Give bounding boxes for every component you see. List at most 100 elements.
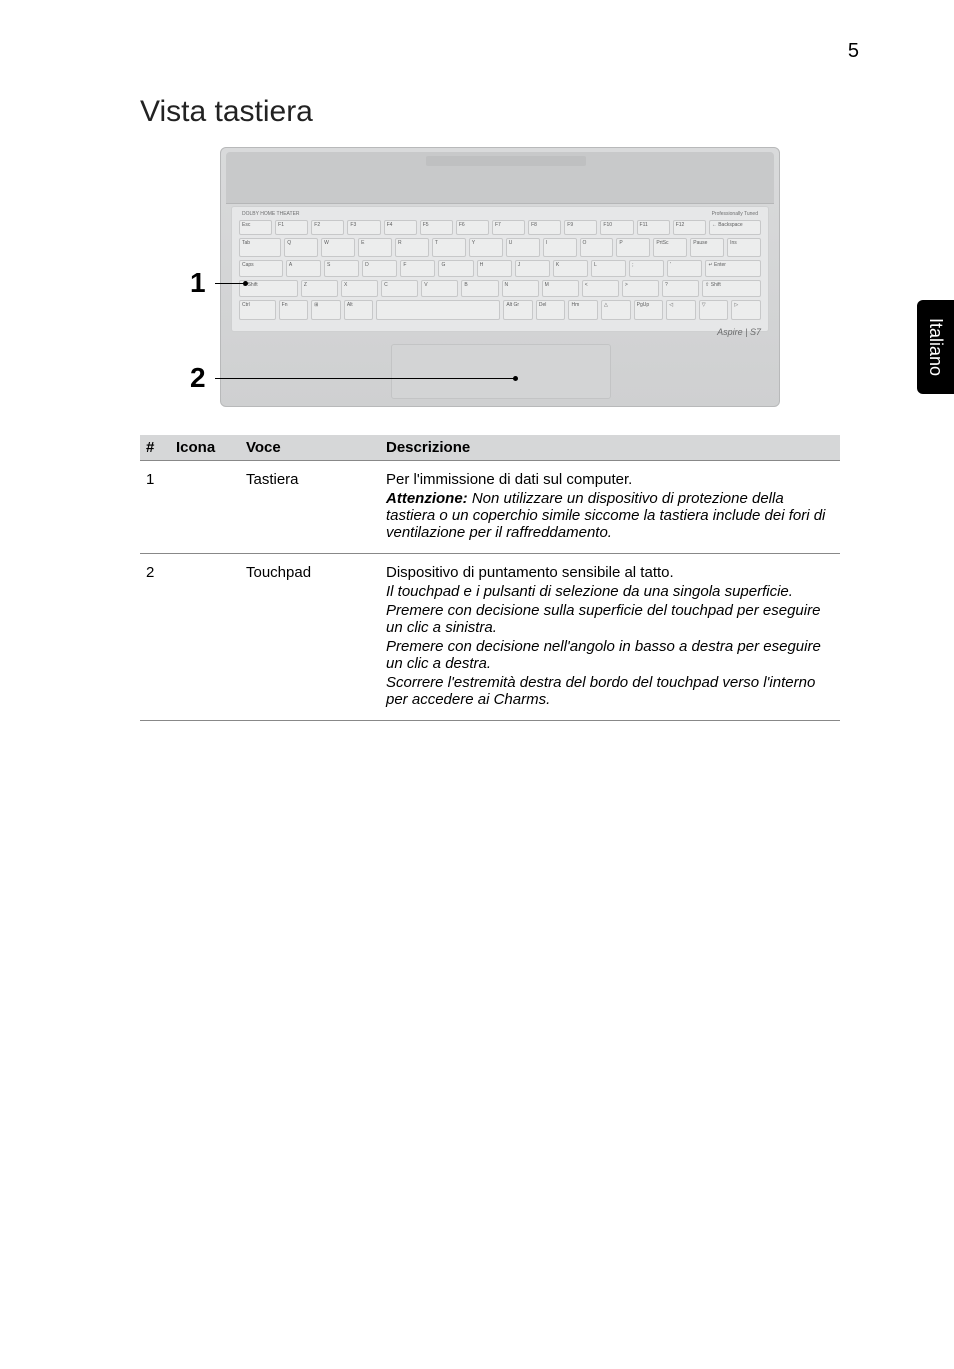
key: I	[543, 238, 577, 257]
key-home: Hm	[568, 300, 598, 320]
key-down: ▽	[699, 300, 729, 320]
key-row-4: Ctrl Fn ⊞ Alt Alt Gr Del Hm △ PgUp ◁ ▽ ▷	[239, 300, 761, 320]
key: F11	[637, 220, 670, 235]
key: H	[477, 260, 512, 277]
td-voce: Tastiera	[240, 461, 380, 554]
key: F4	[384, 220, 417, 235]
touchpad-area	[391, 344, 611, 399]
desc-line: Dispositivo di puntamento sensibile al t…	[386, 564, 834, 581]
key: U	[506, 238, 540, 257]
th-icon: Icona	[170, 435, 240, 461]
key-up: △	[601, 300, 631, 320]
key: F9	[564, 220, 597, 235]
key: C	[381, 280, 418, 297]
key: P	[616, 238, 650, 257]
key-backspace: ← Backspace	[709, 220, 761, 235]
desc-line: Scorrere l'estremità destra del bordo de…	[386, 674, 834, 708]
key-row-3: ⇧ Shift Z X C V B N M < > ? ⇧ Shift	[239, 280, 761, 297]
spec-table: # Icona Voce Descrizione 1 Tastiera Per …	[140, 435, 840, 721]
key: '	[667, 260, 702, 277]
key: F5	[420, 220, 453, 235]
key: Y	[469, 238, 503, 257]
td-icon	[170, 461, 240, 554]
dolby-label: DOLBY HOME THEATER	[242, 211, 300, 217]
key: Pause	[690, 238, 724, 257]
key-alt: Alt	[344, 300, 374, 320]
key-tab: Tab	[239, 238, 281, 257]
key: G	[438, 260, 473, 277]
page-title: Vista tastiera	[140, 95, 840, 129]
laptop-frame: DOLBY HOME THEATER Professionally Tuned …	[220, 147, 780, 407]
td-num: 1	[140, 461, 170, 554]
key: W	[321, 238, 355, 257]
desc-line: Il touchpad e i pulsanti di selezione da…	[386, 583, 834, 600]
desc-line: Per l'immissione di dati sul computer.	[386, 471, 834, 488]
key-altgr: Alt Gr	[503, 300, 533, 320]
key: F12	[673, 220, 706, 235]
key: O	[580, 238, 614, 257]
key-enter: ↵ Enter	[705, 260, 761, 277]
laptop-lid	[226, 152, 774, 204]
key: M	[542, 280, 579, 297]
th-voce: Voce	[240, 435, 380, 461]
keyboard-deck: DOLBY HOME THEATER Professionally Tuned …	[231, 206, 769, 332]
key: ?	[662, 280, 699, 297]
key: F7	[492, 220, 525, 235]
key: Esc	[239, 220, 272, 235]
callout-dot-1	[243, 281, 248, 286]
key: T	[432, 238, 466, 257]
table-row: 2 Touchpad Dispositivo di puntamento sen…	[140, 554, 840, 721]
language-tab: Italiano	[917, 300, 954, 394]
key-pgup: PgUp	[634, 300, 664, 320]
key-space	[376, 300, 500, 320]
key: ;	[629, 260, 664, 277]
key: Ins	[727, 238, 761, 257]
key: PrtSc	[653, 238, 687, 257]
key-caps: Caps	[239, 260, 283, 277]
key: A	[286, 260, 321, 277]
keyboard-figure: DOLBY HOME THEATER Professionally Tuned …	[220, 147, 780, 407]
callout-dot-2	[513, 376, 518, 381]
key: <	[582, 280, 619, 297]
key: J	[515, 260, 550, 277]
key-del: Del	[536, 300, 566, 320]
key: >	[622, 280, 659, 297]
td-voce: Touchpad	[240, 554, 380, 721]
callout-1: 1	[190, 267, 206, 299]
desc-line: Attenzione: Non utilizzare un dispositiv…	[386, 490, 834, 541]
callout-line-1	[215, 283, 245, 284]
table-row: 1 Tastiera Per l'immissione di dati sul …	[140, 461, 840, 554]
key-ctrl: Ctrl	[239, 300, 276, 320]
key-win: ⊞	[311, 300, 341, 320]
key: L	[591, 260, 626, 277]
td-icon	[170, 554, 240, 721]
key-right: ▷	[731, 300, 761, 320]
key: R	[395, 238, 429, 257]
key: F	[400, 260, 435, 277]
key: F1	[275, 220, 308, 235]
key: K	[553, 260, 588, 277]
content-area: Vista tastiera DOLBY HOME THEATER Profes…	[140, 95, 840, 721]
td-num: 2	[140, 554, 170, 721]
brand-label: Aspire | S7	[717, 327, 761, 337]
key-shift-r: ⇧ Shift	[702, 280, 761, 297]
key: Z	[301, 280, 338, 297]
callout-line-2	[215, 378, 515, 379]
key: F2	[311, 220, 344, 235]
key: E	[358, 238, 392, 257]
th-num: #	[140, 435, 170, 461]
warning-label: Attenzione:	[386, 490, 468, 507]
key-left: ◁	[666, 300, 696, 320]
td-desc: Dispositivo di puntamento sensibile al t…	[380, 554, 840, 721]
key: Q	[284, 238, 318, 257]
desc-line: Premere con decisione sulla superficie d…	[386, 602, 834, 636]
desc-line: Premere con decisione nell'angolo in bas…	[386, 638, 834, 672]
key: X	[341, 280, 378, 297]
th-desc: Descrizione	[380, 435, 840, 461]
table-header-row: # Icona Voce Descrizione	[140, 435, 840, 461]
key: F3	[347, 220, 380, 235]
key: F10	[600, 220, 633, 235]
key-row-2: Caps A S D F G H J K L ; ' ↵ Enter	[239, 260, 761, 277]
tuned-label: Professionally Tuned	[712, 211, 758, 217]
key-fn: Fn	[279, 300, 309, 320]
